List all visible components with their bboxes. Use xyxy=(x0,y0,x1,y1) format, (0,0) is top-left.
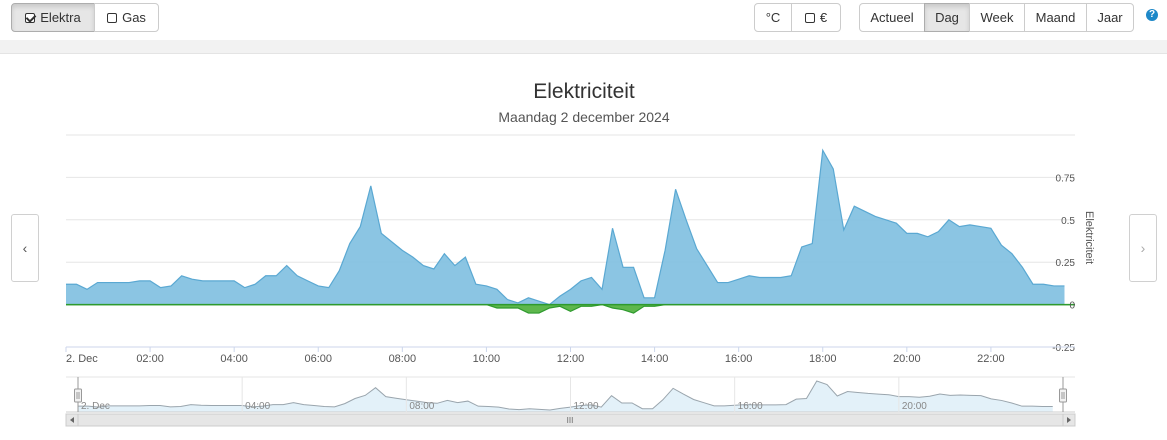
y-tick-label: -0.25 xyxy=(1052,343,1075,354)
toolbar: Elektra Gas °C € Actueel Dag Week Maand … xyxy=(0,0,1167,40)
checkbox-unchecked-icon xyxy=(107,12,118,23)
chart-axes: -0.25 0 0.25 0.5 0.75 2. Dec 02:00 04:00 06:00 08… xyxy=(65,173,1076,365)
x-tick-label: 06:00 xyxy=(304,353,332,365)
scrollbar-grip: III xyxy=(567,416,574,425)
help-icon[interactable]: ? xyxy=(1146,9,1158,21)
navigator-tick-label: 08:00 xyxy=(409,401,434,412)
chevron-right-icon: › xyxy=(1140,240,1146,256)
period-jaar-label: Jaar xyxy=(1097,10,1123,25)
scrollbar-left-button[interactable] xyxy=(65,413,79,427)
x-tick-label: 10:00 xyxy=(473,353,501,365)
toolbar-divider xyxy=(0,40,1167,54)
period-actueel-label: Actueel xyxy=(870,10,914,25)
chart-title: Elektriciteit xyxy=(533,80,635,103)
period-dag-button[interactable]: Dag xyxy=(924,3,970,32)
x-tick-label: 08:00 xyxy=(389,353,417,365)
x-tick-label: 16:00 xyxy=(725,353,753,365)
navigator-tick-label: 20:00 xyxy=(902,401,927,412)
checkbox-checked-icon xyxy=(25,12,36,23)
navigator-tick-label: 16:00 xyxy=(738,401,763,412)
navigator-handle[interactable] xyxy=(1059,388,1067,403)
consumption-series-area xyxy=(66,150,1065,305)
return-series-line xyxy=(66,303,1075,314)
y-tick-label: 0.75 xyxy=(1056,173,1076,184)
x-tick-label: 12:00 xyxy=(557,353,585,365)
chart-series xyxy=(66,148,1075,314)
y-tick-label: 0.5 xyxy=(1061,216,1075,227)
scrollbar-thumb[interactable] xyxy=(77,413,1064,427)
chart-subtitle: Maandag 2 december 2024 xyxy=(498,109,669,125)
scroll-right-icon xyxy=(1067,417,1071,423)
y-tick-label: 0 xyxy=(1069,301,1075,312)
chevron-left-icon: ‹ xyxy=(22,240,28,256)
scrollbar-track[interactable] xyxy=(65,413,1076,427)
y-axis-title: Elektriciteit xyxy=(1083,211,1095,264)
temperature-toggle-button[interactable]: °C xyxy=(754,3,792,32)
period-maand-label: Maand xyxy=(1035,10,1076,25)
x-tick-label: 14:00 xyxy=(641,353,669,365)
navigator-tick-label: 2. Dec xyxy=(81,401,110,412)
y-tick-label: 0.25 xyxy=(1056,258,1076,269)
x-tick-label: 18:00 xyxy=(809,353,837,365)
navigator-tick-label: 12:00 xyxy=(574,401,599,412)
scrollbar-right-button[interactable] xyxy=(1062,413,1076,427)
x-tick-label: 04:00 xyxy=(220,353,248,365)
period-maand-button[interactable]: Maand xyxy=(1024,3,1087,32)
x-tick-label: 20:00 xyxy=(893,353,921,365)
next-day-button[interactable]: › xyxy=(1129,214,1157,282)
scroll-left-icon xyxy=(70,417,74,423)
consumption-series-line xyxy=(66,148,1065,306)
x-tick-label: 02:00 xyxy=(136,353,164,365)
return-series-area xyxy=(66,304,1075,314)
x-tick-label: 2. Dec xyxy=(66,353,98,365)
period-jaar-button[interactable]: Jaar xyxy=(1086,3,1134,32)
navigator-background xyxy=(78,377,1063,412)
navigator-line xyxy=(78,380,1053,411)
chart-grid xyxy=(66,134,1075,348)
euro-toggle-button[interactable]: € xyxy=(791,3,841,32)
period-week-label: Week xyxy=(980,10,1014,25)
navigator: 2. Dec 04:00 08:00 12:00 16:00 20:00 III xyxy=(65,376,1076,427)
x-tick-label: 22:00 xyxy=(977,353,1005,365)
checkbox-unchecked-icon xyxy=(804,12,815,23)
period-dag-label: Dag xyxy=(935,10,959,25)
navigator-area xyxy=(78,381,1053,412)
period-actueel-button[interactable]: Actueel xyxy=(859,3,925,32)
celsius-label: °C xyxy=(765,10,781,25)
gas-toggle-button[interactable]: Gas xyxy=(94,3,159,32)
gas-label: Gas xyxy=(122,10,146,25)
elektra-label: Elektra xyxy=(40,10,81,25)
elektra-toggle-button[interactable]: Elektra xyxy=(11,3,95,32)
navigator-tick-label: 04:00 xyxy=(245,401,270,412)
euro-label: € xyxy=(819,10,828,25)
previous-day-button[interactable]: ‹ xyxy=(11,214,39,282)
navigator-handle[interactable] xyxy=(74,388,82,403)
period-week-button[interactable]: Week xyxy=(969,3,1025,32)
